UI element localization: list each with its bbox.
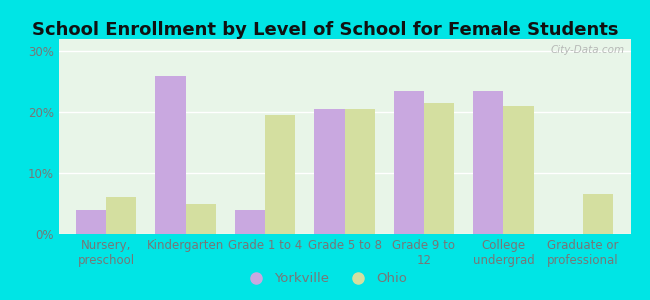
Bar (76, 210, 106, 234)
Bar (315, 109, 344, 234)
Bar (583, 194, 613, 234)
Bar (344, 109, 374, 234)
Bar (424, 103, 454, 234)
Text: School Enrollment by Level of School for Female Students: School Enrollment by Level of School for… (32, 21, 618, 39)
Legend: Yorkville, Ohio: Yorkville, Ohio (237, 267, 413, 290)
Bar (473, 91, 503, 234)
Bar (155, 76, 186, 234)
Bar (235, 210, 265, 234)
Bar (186, 203, 216, 234)
Bar (394, 91, 424, 234)
Bar (265, 115, 295, 234)
Bar (503, 106, 534, 234)
Text: City-Data.com: City-Data.com (551, 45, 625, 55)
Bar (106, 197, 136, 234)
